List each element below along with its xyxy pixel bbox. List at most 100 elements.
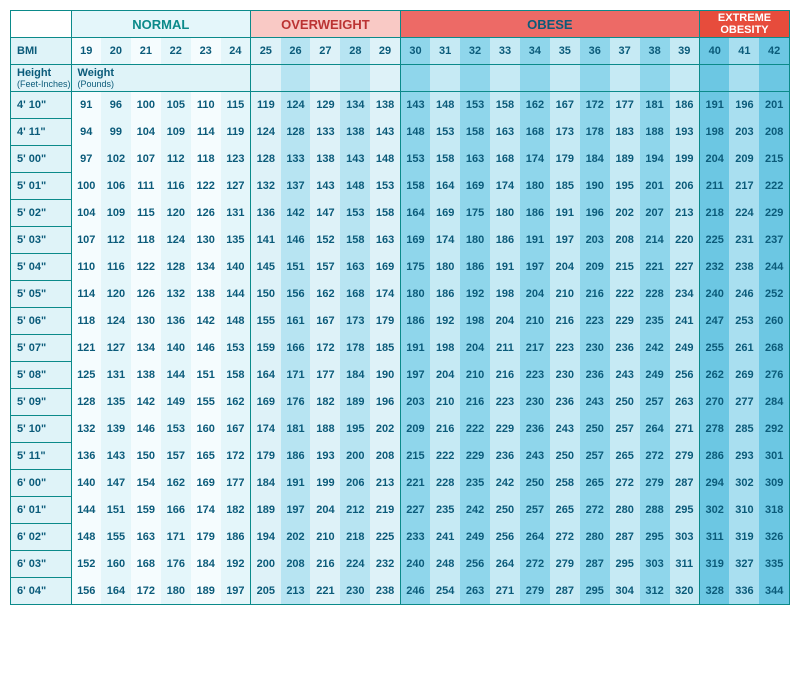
- weight-cell: 102: [101, 146, 131, 173]
- weight-cell: 201: [640, 173, 670, 200]
- weight-cell: 223: [550, 335, 580, 362]
- bmi-col-header: 22: [161, 38, 191, 65]
- weight-cell: 264: [640, 416, 670, 443]
- weight-cell: 191: [699, 92, 729, 119]
- weight-cell: 272: [520, 551, 550, 578]
- weight-cell: 204: [460, 335, 490, 362]
- subheader-blank: [580, 65, 610, 92]
- weight-cell: 216: [580, 281, 610, 308]
- weight-cell: 202: [370, 416, 400, 443]
- weight-cell: 270: [699, 389, 729, 416]
- weight-cell: 168: [520, 119, 550, 146]
- weight-cell: 136: [71, 443, 101, 470]
- weight-cell: 176: [161, 551, 191, 578]
- cat-overweight: OVERWEIGHT: [251, 11, 401, 38]
- weight-cell: 228: [640, 281, 670, 308]
- weight-cell: 250: [490, 497, 520, 524]
- weight-cell: 218: [699, 200, 729, 227]
- weight-cell: 250: [520, 470, 550, 497]
- bmi-col-header: 40: [699, 38, 729, 65]
- subheader-blank: [520, 65, 550, 92]
- weight-cell: 209: [580, 254, 610, 281]
- bmi-table: NORMAL OVERWEIGHT OBESE EXTREME OBESITY …: [10, 10, 790, 605]
- weight-cell: 280: [610, 497, 640, 524]
- weight-cell: 115: [221, 92, 251, 119]
- weight-cell: 257: [610, 416, 640, 443]
- weight-cell: 161: [281, 308, 311, 335]
- weight-cell: 94: [71, 119, 101, 146]
- height-cell: 5' 04": [11, 254, 72, 281]
- weight-cell: 319: [699, 551, 729, 578]
- weight-cell: 295: [610, 551, 640, 578]
- weight-cell: 146: [281, 227, 311, 254]
- weight-cell: 271: [670, 416, 700, 443]
- weight-cell: 202: [281, 524, 311, 551]
- weight-cell: 232: [370, 551, 400, 578]
- weight-label: Weight: [78, 67, 114, 79]
- weight-cell: 134: [191, 254, 221, 281]
- weight-cell: 250: [550, 443, 580, 470]
- weight-cell: 238: [729, 254, 759, 281]
- weight-cell: 194: [640, 146, 670, 173]
- subheader-blank: [460, 65, 490, 92]
- weight-cell: 191: [281, 470, 311, 497]
- weight-cell: 204: [699, 146, 729, 173]
- weight-cell: 241: [670, 308, 700, 335]
- weight-cell: 276: [759, 362, 789, 389]
- weight-cell: 127: [101, 335, 131, 362]
- table-row: 4' 11"9499104109114119124128133138143148…: [11, 119, 790, 146]
- weight-cell: 203: [400, 389, 430, 416]
- weight-cell: 172: [131, 578, 161, 605]
- weight-cell: 189: [340, 389, 370, 416]
- weight-cell: 222: [610, 281, 640, 308]
- weight-cell: 112: [101, 227, 131, 254]
- weight-cell: 312: [640, 578, 670, 605]
- weight-cell: 138: [131, 362, 161, 389]
- weight-cell: 261: [729, 335, 759, 362]
- bmi-col-header: 28: [340, 38, 370, 65]
- weight-cell: 137: [281, 173, 311, 200]
- weight-cell: 180: [161, 578, 191, 605]
- weight-cell: 213: [370, 470, 400, 497]
- weight-cell: 223: [520, 362, 550, 389]
- weight-sublabel: (Pounds): [78, 79, 251, 89]
- weight-cell: 97: [71, 146, 101, 173]
- weight-cell: 172: [310, 335, 340, 362]
- weight-cell: 189: [191, 578, 221, 605]
- height-cell: 5' 02": [11, 200, 72, 227]
- weight-cell: 295: [580, 578, 610, 605]
- weight-cell: 115: [131, 200, 161, 227]
- weight-cell: 184: [191, 551, 221, 578]
- bmi-col-header: 29: [370, 38, 400, 65]
- weight-cell: 147: [101, 470, 131, 497]
- weight-cell: 124: [101, 308, 131, 335]
- weight-cell: 222: [430, 443, 460, 470]
- weight-cell: 162: [520, 92, 550, 119]
- height-cell: 5' 08": [11, 362, 72, 389]
- weight-cell: 164: [430, 173, 460, 200]
- table-row: 5' 01"1001061111161221271321371431481531…: [11, 173, 790, 200]
- weight-cell: 214: [640, 227, 670, 254]
- weight-cell: 124: [281, 92, 311, 119]
- weight-cell: 155: [191, 389, 221, 416]
- weight-cell: 197: [221, 578, 251, 605]
- weight-cell: 242: [490, 470, 520, 497]
- weight-cell: 257: [580, 443, 610, 470]
- weight-cell: 277: [729, 389, 759, 416]
- weight-cell: 171: [161, 524, 191, 551]
- weight-cell: 280: [580, 524, 610, 551]
- weight-cell: 180: [520, 173, 550, 200]
- height-cell: 6' 04": [11, 578, 72, 605]
- weight-cell: 216: [490, 362, 520, 389]
- height-cell: 4' 11": [11, 119, 72, 146]
- table-row: 5' 03"1071121181241301351411461521581631…: [11, 227, 790, 254]
- weight-cell: 148: [430, 92, 460, 119]
- table-row: 4' 10"9196100105110115119124129134138143…: [11, 92, 790, 119]
- weight-cell: 197: [400, 362, 430, 389]
- weight-cell: 252: [759, 281, 789, 308]
- weight-cell: 256: [670, 362, 700, 389]
- table-row: 5' 08"1251311381441511581641711771841901…: [11, 362, 790, 389]
- weight-cell: 288: [640, 497, 670, 524]
- weight-cell: 104: [131, 119, 161, 146]
- weight-cell: 142: [191, 308, 221, 335]
